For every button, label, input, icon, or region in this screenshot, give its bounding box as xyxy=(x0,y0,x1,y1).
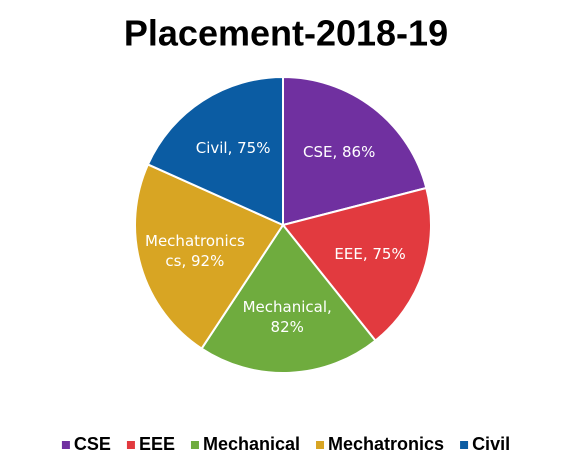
pie-slice xyxy=(200,223,377,374)
data-label: Mechanical, 82% xyxy=(242,297,332,336)
pie-slice xyxy=(282,75,428,227)
chart-title: Placement-2018-19 xyxy=(124,13,448,54)
legend-marker xyxy=(61,441,70,449)
legend-label: EEE xyxy=(139,434,175,454)
legend-marker xyxy=(126,441,135,449)
pie-slice xyxy=(146,75,284,227)
legend-marker xyxy=(190,441,199,449)
legend-marker xyxy=(316,441,325,449)
legend-label: Mechanical xyxy=(203,434,300,454)
data-label: CSE, 86% xyxy=(302,143,376,162)
legend-label: Civil xyxy=(472,434,510,454)
data-label: EEE, 75% xyxy=(334,245,406,264)
legend-label: CSE xyxy=(74,434,111,454)
pie-slice xyxy=(134,163,285,350)
pie-slice xyxy=(281,186,432,343)
data-label: Mechatronics cs, 92% xyxy=(145,231,245,270)
legend-marker xyxy=(460,441,469,449)
legend-label: Mechatronics xyxy=(328,434,444,454)
data-label: Civil, 75% xyxy=(195,138,271,157)
